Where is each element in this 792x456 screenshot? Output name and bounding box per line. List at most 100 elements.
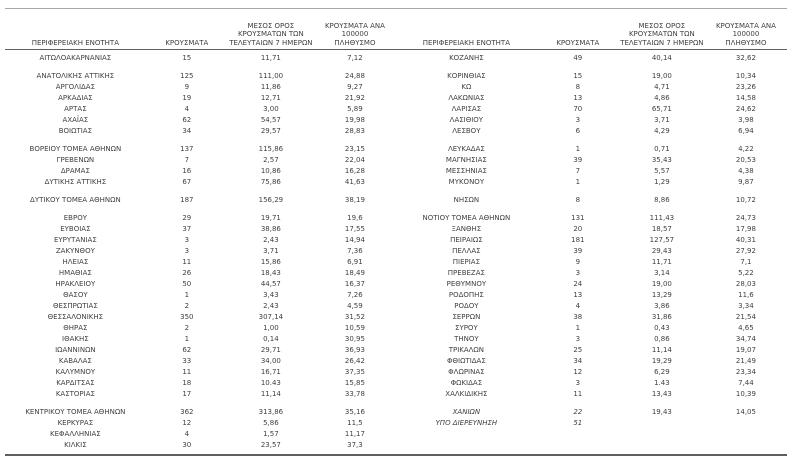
avg7-value: 3,71 [654,116,670,124]
region-name: ΧΑΛΚΙΔΙΚΗΣ [445,390,488,398]
avg7-value: 3,43 [263,291,279,299]
table-row: ΕΥΡΥΤΑΝΙΑΣ 3 2,43 14,94 [5,235,396,246]
cases-value: 67 [182,178,192,186]
cases-value: 62 [182,346,192,354]
avg7-value: 16,71 [260,368,281,376]
per100000-value: 6,94 [738,127,754,135]
per100000-value: 32,62 [735,54,756,62]
region-name: ΚΑΛΥΜΝΟΥ [55,368,96,376]
cases-value: 3 [575,269,581,277]
region-name: ΑΡΚΑΔΙΑΣ [58,94,93,102]
per100000-value: 4,59 [347,302,363,310]
region-name: ΛΕΥΚΑΔΑΣ [447,145,485,153]
per100000-value: 19,98 [344,116,365,124]
cases-value [537,440,619,451]
region-name: ΑΡΓΟΛΙΔΑΣ [55,83,96,91]
cases-value: 9 [184,83,190,91]
per100000-value: 28,83 [344,127,365,135]
row-spacer [5,206,396,213]
per100000-value: 24,62 [735,105,756,113]
table-row: ΘΕΣΣΑΛΟΝΙΚΗΣ 350 307,14 31,52 [5,312,396,323]
table-row: ΗΜΑΘΙΑΣ 26 18,43 18,49 [5,268,396,279]
table-row: ΛΑΡΙΣΑΣ 70 65,71 24,62 [396,104,787,115]
table-row: ΛΑΚΩΝΙΑΣ 13 4,86 14,58 [396,93,787,104]
table-row: ΚΙΛΚΙΣ 30 23,57 37,3 [5,440,396,451]
table-row: ΕΒΡΟΥ 29 19,71 19,6 [5,213,396,224]
avg7-value: 3,14 [654,269,670,277]
per100000-value: 22,04 [344,156,365,164]
region-name: ΦΛΩΡΙΝΑΣ [448,368,485,376]
avg7-value: 3,00 [263,105,279,113]
table-row: ΑΡΚΑΔΙΑΣ 19 12,71 21,92 [5,93,396,104]
region-name: ΕΥΒΟΙΑΣ [60,225,91,233]
cases-value: 16 [182,167,192,175]
avg7-value: 29,57 [260,127,281,135]
per100000-value: 21,54 [735,313,756,321]
avg7-value: 4,71 [654,83,670,91]
cases-value: 362 [180,408,194,416]
cases-value: 8 [575,196,581,204]
row-spacer [396,206,787,213]
per100000-value: 21,49 [735,357,756,365]
table-row: ΦΛΩΡΙΝΑΣ 12 6,29 23,34 [396,367,787,378]
per100000-value: 31,52 [344,313,365,321]
avg7-value: 34,00 [260,357,281,365]
region-name: ΙΩΑΝΝΙΝΩΝ [55,346,96,354]
region-name: ΘΗΡΑΣ [63,324,88,332]
cases-value: 70 [573,105,583,113]
table-row: ΞΑΝΘΗΣ 20 18,57 17,98 [396,224,787,235]
cases-value: 13 [573,94,583,102]
table-body-right: ΚΟΖΑΝΗΣ 49 40,14 32,62 ΚΟΡΙΝΘΙΑΣ 15 19,00 10,34… [396,50,787,454]
table-row: ΑΝΑΤΟΛΙΚΗΣ ΑΤΤΙΚΗΣ 125 111,00 24,88 [5,71,396,82]
avg7-value: 38,86 [260,225,281,233]
avg7-value: 13,29 [651,291,672,299]
per100000-value: 10,72 [735,196,756,204]
region-name: ΖΑΚΥΝΘΟΥ [55,247,95,255]
table-row: ΣΥΡΟΥ 1 0,43 4,65 [396,323,787,334]
cases-value: 15 [182,54,192,62]
avg7-value [619,429,705,440]
per100000-value: 24,73 [735,214,756,222]
table-row: ΚΕΦΑΛΛΗΝΙΑΣ 4 1,57 11,17 [5,429,396,440]
avg7-value: 127,57 [649,236,675,244]
avg7-value: 11,71 [651,258,672,266]
cases-value: 34 [182,127,192,135]
per100000-value: 37,35 [344,368,365,376]
region-name: ΚΕΝΤΡΙΚΟΥ ΤΟΜΕΑ ΑΘΗΝΩΝ [25,408,126,416]
region-name: ΜΕΣΣΗΝΙΑΣ [445,167,487,175]
table-row: ΑΧΑΪΑΣ 62 54,57 19,98 [5,115,396,126]
region-name: ΑΙΤΩΛΟΑΚΑΡΝΑΝΙΑΣ [39,54,112,62]
avg7-value: 29,43 [651,247,672,255]
cases-value: 3 [575,116,581,124]
cases-value: 18 [182,379,192,387]
per100000-value [705,440,787,451]
avg7-value: 29,71 [260,346,281,354]
per100000-value: 7,36 [347,247,363,255]
cases-value: 39 [573,247,583,255]
per100000-value: 9,87 [738,178,754,186]
avg7-value: 75,86 [260,178,281,186]
table-row: ΚΕΡΚΥΡΑΣ 12 5,86 11,5 [5,418,396,429]
avg7-value: 31,86 [651,313,672,321]
cases-value: 131 [571,214,585,222]
table-row: ΚΟΡΙΝΘΙΑΣ 15 19,00 10,34 [396,71,787,82]
avg7-value: 19,43 [651,408,672,416]
per100000-value: 40,31 [735,236,756,244]
table-row: ΑΡΓΟΛΙΔΑΣ 9 11,86 9,27 [5,82,396,93]
table-row: ΗΛΕΙΑΣ 11 15,86 6,91 [5,257,396,268]
avg7-value: 5,86 [263,419,279,427]
avg7-value: 19,00 [651,72,672,80]
table-header-right: ΠΕΡΙΦΕΡΕΙΑΚΗ ΕΝΟΤΗΤΑ ΚΡΟΥΣΜΑΤΑ ΜΕΣΟΣ ΟΡΟ… [396,9,787,50]
cases-value: 11 [182,258,192,266]
cases-value: 3 [575,379,581,387]
avg7-value: 19,00 [651,280,672,288]
avg7-value: 13,43 [651,390,672,398]
avg7-value: 0,71 [654,145,670,153]
region-name: ΚΕΡΚΥΡΑΣ [57,419,94,427]
avg7-value: 2,43 [263,302,279,310]
avg7-value: 3,86 [654,302,670,310]
region-name: ΡΟΔΟΠΗΣ [448,291,484,299]
avg7-value: 10,86 [260,167,281,175]
region-name: ΚΑΡΔΙΤΣΑΣ [56,379,95,387]
per100000-value: 37,3 [347,441,363,449]
